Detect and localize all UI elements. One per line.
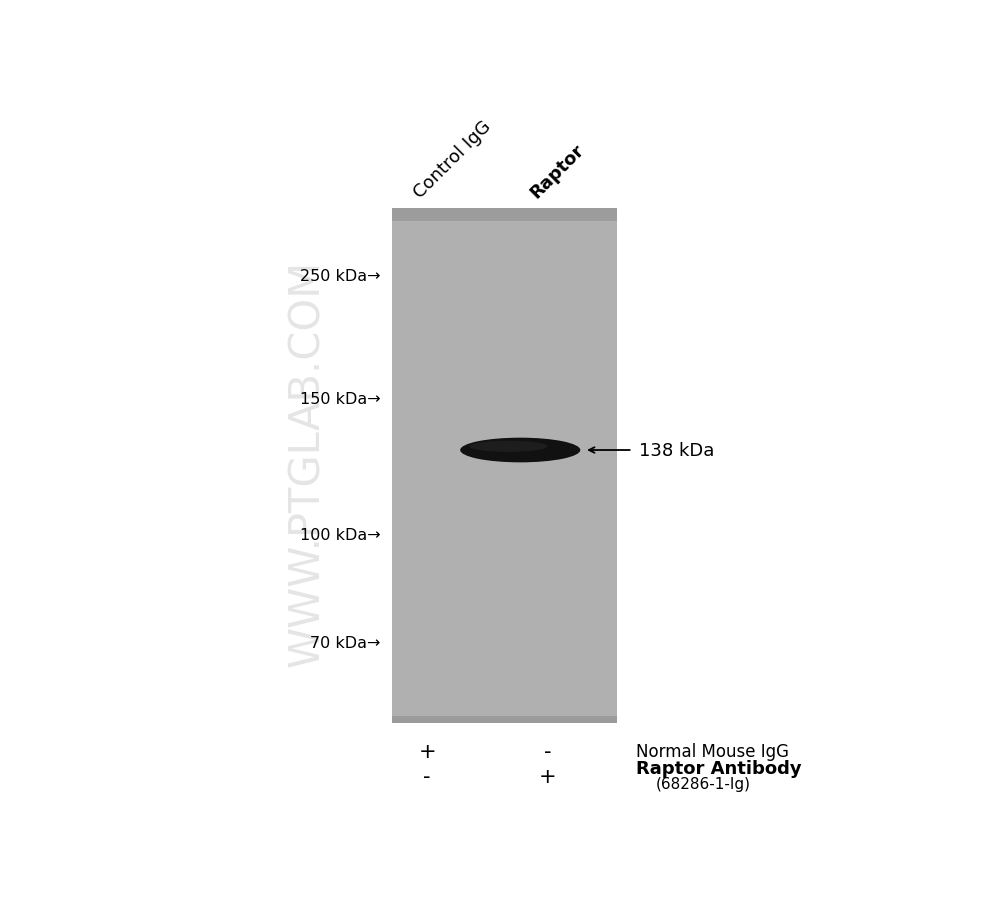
Ellipse shape [460,438,580,463]
Text: -: - [424,767,431,787]
Text: +: + [539,767,556,787]
Text: Control IgG: Control IgG [411,117,495,202]
Text: -: - [544,741,551,760]
Bar [392,209,617,222]
Text: 70 kDa→: 70 kDa→ [310,636,381,650]
Text: (68286-1-Ig): (68286-1-Ig) [656,776,751,791]
Bar [392,209,617,723]
Text: 250 kDa→: 250 kDa→ [300,268,381,283]
Bar [392,716,617,723]
Text: Raptor Antibody: Raptor Antibody [637,759,802,777]
Text: Normal Mouse IgG: Normal Mouse IgG [637,741,790,759]
Text: Raptor: Raptor [527,141,588,202]
Text: 138 kDa: 138 kDa [639,441,714,459]
Text: WWW.PTGLAB.COM: WWW.PTGLAB.COM [286,259,328,666]
Text: 100 kDa→: 100 kDa→ [300,528,381,543]
Text: 150 kDa→: 150 kDa→ [300,391,381,407]
Text: +: + [418,741,436,760]
Ellipse shape [470,441,548,453]
